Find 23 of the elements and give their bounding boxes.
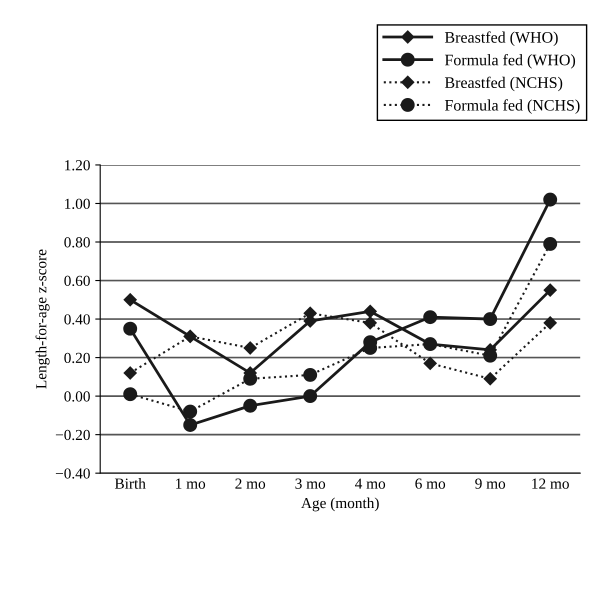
y-tick-label: 0.00 bbox=[64, 391, 90, 402]
x-tick-label: 12 mo bbox=[532, 478, 569, 489]
legend-label: Breastfed (WHO) bbox=[444, 31, 558, 46]
x-tick-label: 4 mo bbox=[355, 478, 386, 489]
legend-label: Breastfed (NCHS) bbox=[444, 76, 562, 92]
x-tick-label: 6 mo bbox=[415, 478, 446, 489]
y-tick-label: −0.40 bbox=[56, 468, 90, 479]
y-tick-label: 0.40 bbox=[64, 314, 90, 325]
y-tick-label: 1.00 bbox=[65, 198, 90, 209]
x-tick-label: 1 mo bbox=[176, 478, 206, 489]
y-axis-title: Length-for-age z-score bbox=[36, 250, 50, 389]
y-tick-label: 0.60 bbox=[64, 276, 90, 286]
y-tick-label: −0.20 bbox=[56, 430, 90, 440]
legend-label: Formula fed (WHO) bbox=[444, 54, 576, 69]
y-tick-label: 0.80 bbox=[64, 237, 90, 248]
x-axis-title: Age (month) bbox=[301, 497, 379, 512]
y-tick-label: 0.20 bbox=[64, 352, 90, 364]
x-tick-label: Birth bbox=[114, 478, 146, 489]
x-tick-label: 2 mo bbox=[235, 478, 266, 489]
y-tick-label: 1.20 bbox=[65, 160, 90, 170]
x-tick-label: 3 mo bbox=[295, 478, 326, 489]
x-tick-label: 9 mo bbox=[475, 478, 506, 489]
legend-label: Formula fed (NCHS) bbox=[444, 99, 580, 114]
